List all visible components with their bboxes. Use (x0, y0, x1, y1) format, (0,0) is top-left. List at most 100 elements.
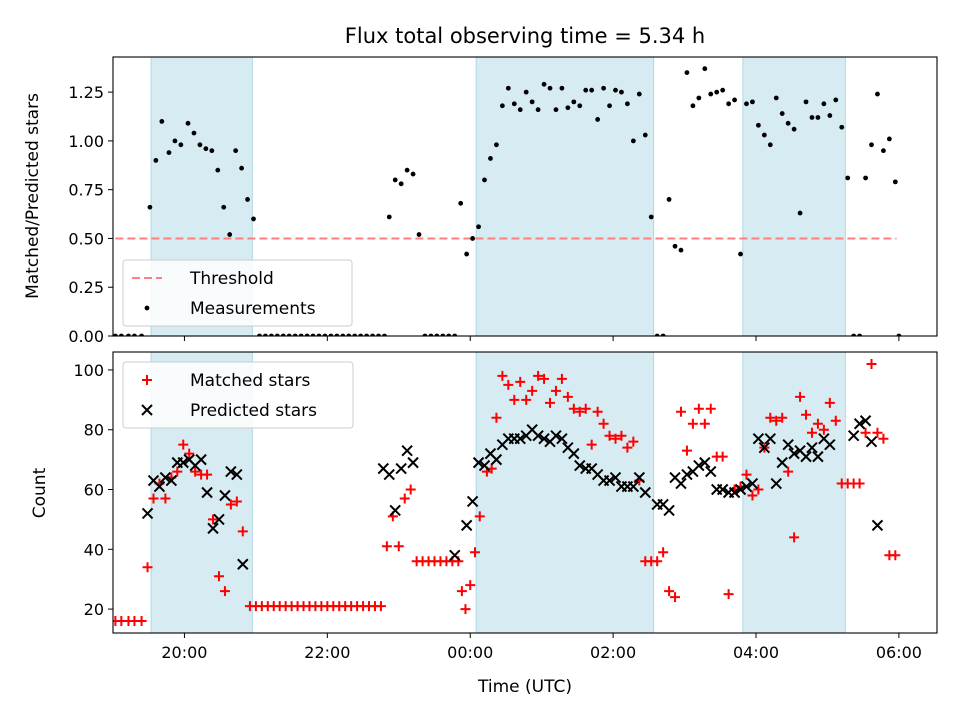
bottom-matched-stars-point-87 (622, 442, 633, 453)
bottom-predicted-stars-point-64 (705, 465, 717, 478)
top-measurements-point-24 (263, 333, 268, 336)
top-measurements-point-107 (755, 122, 761, 128)
bottom-predicted-stars-point-42 (568, 447, 580, 460)
top-measurements-point-33 (316, 333, 322, 336)
top-y-axis-label: Matched/Predicted stars (23, 93, 43, 299)
top-measurements-point-34 (322, 333, 328, 336)
top-ytick-label-3: 0.75 (68, 181, 104, 200)
bottom-predicted-stars-point-21 (401, 444, 413, 457)
bottom-matched-stars-point-17 (213, 571, 224, 582)
bottom-matched-stars-point-5 (142, 562, 153, 573)
bottom-predicted-stars-point-14 (225, 465, 237, 478)
top-measurements-point-100 (714, 89, 720, 95)
top-measurements-point-26 (274, 333, 280, 336)
bottom-matched-stars-point-13 (190, 466, 201, 477)
bottom-predicted-stars-point-84 (824, 438, 836, 451)
top-measurements-point-54 (440, 333, 446, 336)
bottom-predicted-stars-point-18 (383, 468, 395, 481)
top-measurements-point-51 (422, 333, 428, 336)
bottom-predicted-stars-point-33 (514, 432, 526, 445)
bottom-predicted-stars-point-81 (806, 441, 818, 454)
top-measurements-point-25 (268, 333, 274, 336)
top-measurements-point-98 (702, 66, 708, 72)
top-measurements-point-8 (166, 150, 172, 156)
bottom-ytick-label-1: 40 (84, 540, 104, 559)
bottom-predicted-stars-point-13 (219, 489, 231, 502)
bottom-matched-stars-point-112 (771, 415, 782, 426)
bottom-matched-stars-point-83 (598, 418, 609, 429)
top-measurements-point-121 (839, 124, 845, 130)
bottom-matched-stars-point-68 (509, 394, 520, 405)
bottom-matched-stars-point-84 (604, 430, 615, 441)
top-measurements-point-72 (547, 85, 553, 91)
bottom-predicted-stars-point-60 (681, 468, 693, 481)
bottom-predicted-stars-point-68 (728, 486, 741, 499)
top-measurements-point-14 (203, 146, 209, 152)
top-plot-panel: 0.00 0.25 0.50 0.75 1.00 1.25 (68, 56, 938, 346)
top-measurements-point-74 (559, 85, 565, 91)
top-measurements-point-32 (310, 333, 316, 336)
top-measurements-point-2 (126, 333, 131, 336)
top-measurements-point-31 (304, 333, 310, 336)
bottom-predicted-stars-point-29 (490, 453, 503, 466)
top-measurements-point-130 (892, 179, 898, 185)
bottom-matched-stars-point-85 (610, 433, 621, 444)
bottom-matched-stars-point-59 (460, 604, 471, 615)
bottom-predicted-stars-point-70 (740, 480, 753, 493)
top-measurements-point-91 (660, 333, 666, 336)
bottom-predicted-stars-point-37 (538, 432, 550, 445)
top-measurements-point-27 (280, 333, 286, 336)
bottom-predicted-stars-point-22 (407, 456, 419, 469)
bottom-xtick-label-5: 06:00 (876, 643, 922, 662)
top-measurements-point-124 (857, 333, 863, 336)
top-measurements-point-64 (499, 103, 505, 109)
bottom-matched-stars-point-62 (474, 511, 485, 522)
bottom-predicted-stars-point-88 (865, 435, 878, 448)
bottom-matched-stars-point-96 (675, 406, 686, 417)
bottom-matched-stars-point-73 (539, 373, 550, 384)
top-measurements-point-30 (298, 333, 304, 336)
top-measurements-point-53 (434, 333, 440, 336)
bottom-xtick-label-1: 22:00 (304, 643, 350, 662)
top-measurements-point-40 (358, 333, 364, 336)
bottom-matched-stars-point-111 (765, 412, 776, 423)
top-measurements-point-104 (738, 251, 743, 257)
bottom-matched-stars-point-128 (866, 358, 877, 369)
top-measurements-point-12 (191, 130, 197, 136)
top-measurements-point-63 (494, 142, 499, 148)
top-measurements-point-59 (470, 236, 476, 241)
bottom-ytick-label-0: 20 (84, 600, 104, 619)
top-measurements-point-52 (428, 333, 434, 336)
top-measurements-point-71 (541, 81, 547, 87)
top-measurements-point-41 (364, 333, 370, 336)
bottom-matched-stars-point-88 (628, 436, 639, 447)
top-measurements-point-115 (803, 99, 809, 105)
bottom-xtick-label-4: 04:00 (733, 643, 779, 662)
bottom-matched-stars-point-47 (393, 541, 404, 552)
top-measurements-point-10 (178, 142, 184, 148)
top-measurements-point-116 (809, 115, 815, 120)
bottom-predicted-stars-point-15 (231, 468, 243, 481)
top-measurements-point-93 (672, 243, 678, 249)
top-measurements-point-129 (886, 136, 892, 142)
bottom-predicted-stars-point-71 (746, 477, 759, 490)
bottom-matched-stars-point-58 (456, 586, 467, 597)
top-measurements-point-42 (370, 333, 375, 336)
chart-title: Flux total observing time = 5.34 h (345, 24, 705, 48)
bottom-matched-stars-point-100 (699, 418, 710, 429)
top-measurements-point-101 (720, 87, 726, 93)
top-measurements-point-66 (511, 101, 517, 107)
top-measurements-point-96 (690, 103, 696, 109)
bottom-matched-stars-point-99 (693, 403, 704, 414)
top-measurements-point-58 (464, 251, 470, 257)
top-measurements-point-65 (505, 85, 511, 91)
top-measurements-point-1 (118, 333, 124, 336)
top-ytick-label-1: 0.25 (68, 278, 104, 297)
bottom-matched-stars-point-118 (806, 427, 817, 438)
bottom-predicted-stars-point-27 (478, 459, 491, 472)
top-measurements-point-49 (410, 171, 416, 177)
bottom-matched-stars-point-48 (399, 493, 410, 504)
bottom-predicted-stars-point-3 (159, 471, 172, 484)
top-measurements-point-37 (340, 333, 346, 336)
